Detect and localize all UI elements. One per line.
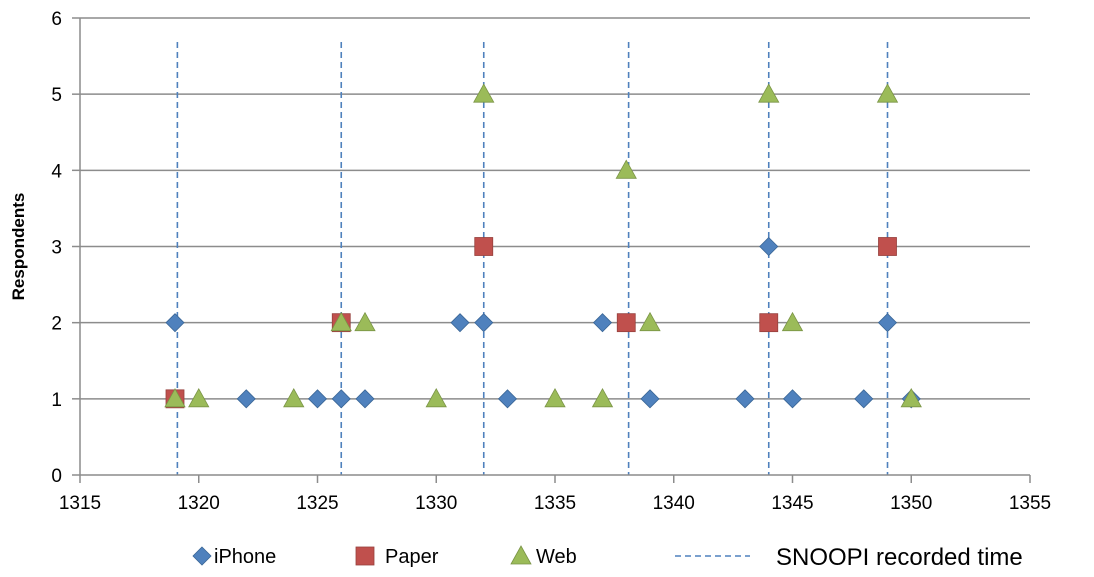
legend-web-marker: [510, 545, 532, 565]
web-point: [591, 388, 614, 408]
x-tick-label: 1325: [296, 493, 338, 514]
iphone-point: [592, 313, 613, 333]
web-point: [425, 388, 447, 408]
legend-item-snoopi: SNOOPI recorded time: [675, 544, 1023, 571]
x-tick-label: 1315: [59, 493, 101, 514]
paper-point: [616, 313, 636, 333]
legend-item-paper: Paper: [355, 546, 439, 568]
iphone-point: [497, 389, 518, 409]
y-tick-label: 6: [51, 9, 62, 30]
iphone-point: [307, 389, 328, 409]
y-tick-label: 1: [51, 390, 62, 411]
web-point: [639, 311, 661, 332]
x-tick-label: 1350: [890, 493, 932, 514]
web-point: [900, 388, 922, 408]
x-tick-label: 1320: [178, 493, 220, 514]
paper-point: [759, 313, 779, 333]
legend-iphone-marker: [192, 546, 212, 566]
web-point: [473, 83, 495, 103]
y-axis-title: Respondents: [9, 193, 28, 301]
web-point: [354, 311, 376, 332]
web-point: [283, 388, 305, 408]
y-tick-label: 0: [51, 466, 62, 487]
iphone-point: [355, 389, 375, 409]
legend-item-iphone: iPhone: [192, 546, 276, 568]
legend-snoopi-label: SNOOPI recorded time: [776, 544, 1023, 571]
iphone-point: [640, 389, 660, 409]
web-point: [164, 388, 186, 408]
iphone-point: [759, 236, 779, 257]
iphone-point: [735, 389, 755, 409]
legend-iphone-label: iPhone: [214, 546, 276, 568]
web-point: [544, 388, 566, 408]
y-tick-label: 3: [51, 238, 62, 259]
iphone-point: [165, 313, 185, 333]
x-tick-label: 1335: [534, 493, 576, 514]
x-tick-label: 1330: [415, 493, 457, 514]
legend-web-label: Web: [536, 546, 577, 568]
x-tick-label: 1355: [1009, 493, 1051, 514]
y-tick-label: 4: [51, 161, 62, 182]
iphone-point: [236, 389, 256, 409]
paper-point: [878, 237, 897, 256]
web-point: [876, 83, 899, 103]
paper-point: [474, 237, 494, 256]
y-tick-label: 5: [51, 85, 62, 106]
web-point: [330, 311, 352, 332]
web-point: [758, 83, 780, 103]
web-point: [615, 159, 637, 179]
x-tick-label: 1340: [653, 493, 695, 514]
web-point: [781, 311, 804, 332]
x-tick-label: 1345: [771, 493, 813, 514]
y-tick-label: 2: [51, 314, 62, 335]
iphone-point: [877, 313, 898, 333]
iphone-point: [782, 389, 803, 409]
iphone-point: [331, 389, 351, 409]
legend-paper-label: Paper: [385, 546, 439, 568]
legend-paper-marker: [355, 546, 375, 566]
iphone-point: [474, 313, 494, 333]
iphone-point: [450, 313, 470, 333]
web-point: [188, 388, 210, 408]
iphone-point: [854, 389, 874, 409]
legend-item-web: Web: [510, 545, 577, 568]
